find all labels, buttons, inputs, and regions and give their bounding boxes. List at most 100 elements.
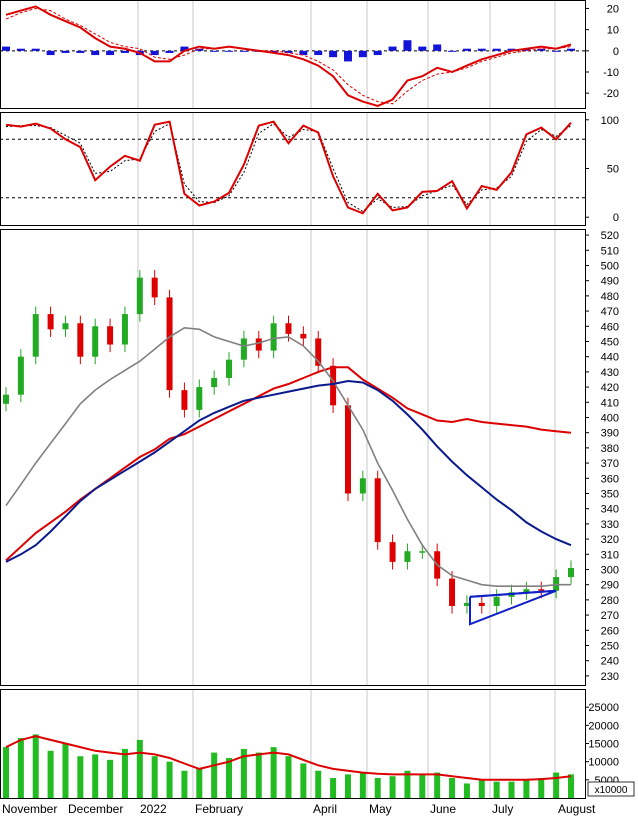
- volume-bar: [240, 748, 247, 798]
- candle-body: [538, 589, 545, 591]
- candle-body: [300, 333, 307, 339]
- candle-body: [151, 277, 158, 298]
- candle-body: [226, 359, 233, 378]
- macd-histogram-bar: [61, 50, 70, 53]
- macd-histogram-bar: [403, 40, 412, 51]
- volume-bar: [32, 734, 39, 798]
- volume-bar: [62, 743, 69, 798]
- macd-tick-label: 20: [607, 3, 619, 15]
- candle-body: [285, 323, 292, 334]
- macd-histogram-bar: [150, 50, 159, 56]
- macd-histogram-bar: [358, 50, 367, 58]
- macd-histogram-bar: [195, 48, 204, 51]
- macd-tick-label: 0: [613, 46, 619, 58]
- macd-histogram-bar: [225, 50, 234, 52]
- macd-histogram-bar: [239, 50, 248, 52]
- macd-histogram-bar: [210, 50, 219, 52]
- volume-unit-label: x10000: [595, 785, 628, 796]
- x-axis: November December 2022 February April May June…: [2, 802, 596, 816]
- panels: [0, 0, 586, 799]
- macd-signal-line: [5, 7, 572, 105]
- candle-body: [240, 338, 247, 360]
- x-tick-label: April: [313, 802, 337, 816]
- macd-histogram-bar: [269, 50, 278, 53]
- candle-body: [121, 314, 128, 345]
- candle-body: [359, 478, 366, 494]
- volume-bar: [136, 739, 143, 798]
- volume-bar: [315, 770, 322, 798]
- stoch-tick-label: 0: [613, 212, 619, 224]
- volume-bar: [151, 756, 158, 798]
- volume-tick-label: 20000: [588, 720, 619, 732]
- volume-tick-label: 10000: [588, 757, 619, 769]
- candle-body: [211, 377, 218, 388]
- candle-body: [107, 326, 114, 345]
- macd-tick-label: -10: [603, 67, 619, 79]
- candle-body: [136, 277, 143, 315]
- volume-bar: [226, 758, 233, 798]
- price-tick-label: 450: [601, 336, 619, 348]
- volume-bar: [359, 772, 366, 798]
- candle-body: [389, 542, 396, 562]
- price-tick-label: 230: [601, 671, 619, 683]
- volume-bar: [166, 761, 173, 798]
- macd-histogram-bar: [2, 46, 10, 51]
- price-tick-label: 410: [601, 397, 619, 409]
- macd-histogram-bar: [329, 50, 338, 58]
- price-tick-label: 510: [601, 245, 619, 257]
- macd-histogram-bar: [314, 50, 323, 56]
- stoch-d-line: [5, 122, 572, 213]
- candle-body: [374, 478, 381, 543]
- price-tick-label: 290: [601, 580, 619, 592]
- price-tick-label: 520: [601, 230, 619, 242]
- macd-histogram-bar: [16, 48, 25, 51]
- macd-histogram-bar: [507, 48, 516, 51]
- candle-body: [77, 323, 84, 357]
- macd-histogram-bar: [106, 50, 115, 56]
- volume-bar: [449, 778, 456, 798]
- macd-panel: 20 10 0 -10 -20: [0, 3, 619, 107]
- triangle-upper-edge: [469, 589, 557, 598]
- candle-body: [166, 297, 173, 391]
- price-tick-label: 430: [601, 367, 619, 379]
- volume-bar: [463, 783, 470, 798]
- volume-bar: [523, 779, 530, 798]
- panel-frame-price: [0, 229, 586, 686]
- volume-tick-label: 25000: [588, 702, 619, 714]
- candle-body: [330, 365, 337, 406]
- candle-body: [419, 551, 426, 553]
- macd-histogram-bar: [567, 48, 575, 51]
- volume-bar: [107, 759, 114, 798]
- candle-body: [344, 405, 351, 494]
- price-tick-label: 460: [601, 321, 619, 333]
- x-tick-label: June: [430, 802, 456, 816]
- candle-body: [181, 390, 188, 410]
- volume-bar: [196, 768, 203, 798]
- price-tick-label: 330: [601, 519, 619, 531]
- macd-histogram-bar: [522, 48, 531, 51]
- candle-body: [315, 338, 322, 366]
- volume-bar: [478, 779, 485, 798]
- macd-histogram-bar: [120, 50, 129, 53]
- volume-tick-label: 15000: [588, 739, 619, 751]
- stochastic-panel: 100 50 0: [0, 115, 619, 224]
- macd-histogram-bar: [448, 50, 457, 52]
- ma100-line: [5, 379, 572, 563]
- macd-histogram-bar: [299, 50, 308, 56]
- volume-bar: [47, 750, 54, 798]
- macd-histogram-bar: [433, 44, 442, 51]
- price-tick-label: 420: [601, 382, 619, 394]
- price-tick-label: 320: [601, 534, 619, 546]
- price-tick-label: 270: [601, 610, 619, 622]
- price-tick-label: 440: [601, 352, 619, 364]
- x-tick-label: 2022: [140, 802, 167, 816]
- x-tick-label: August: [558, 802, 596, 816]
- candle-body: [92, 326, 99, 357]
- candle-body: [478, 602, 485, 606]
- volume-bar: [419, 774, 426, 798]
- candle-body: [449, 578, 456, 606]
- price-tick-label: 340: [601, 504, 619, 516]
- stoch-tick-label: 50: [607, 164, 619, 176]
- candle-body: [255, 338, 262, 351]
